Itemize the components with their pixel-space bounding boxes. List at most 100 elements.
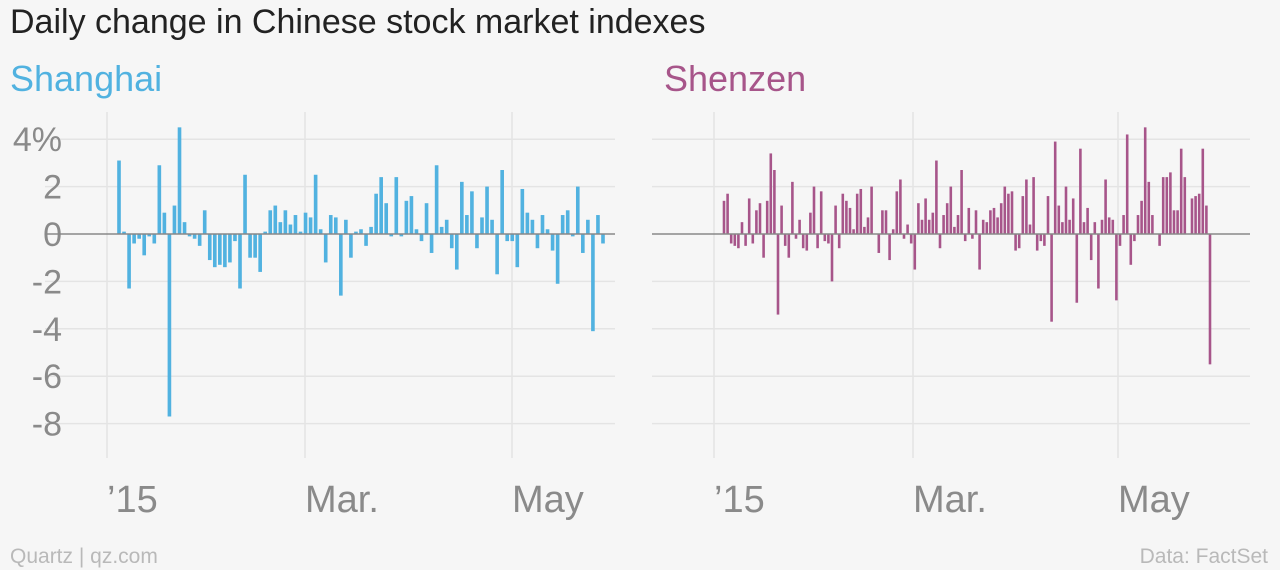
bar xyxy=(349,234,353,258)
bar xyxy=(1208,234,1212,365)
bar xyxy=(1140,200,1143,234)
bar xyxy=(733,234,737,246)
bar xyxy=(586,219,590,234)
bar xyxy=(945,203,949,234)
bar xyxy=(881,210,884,234)
bar xyxy=(273,205,278,234)
bar xyxy=(816,234,819,249)
bar xyxy=(1086,207,1089,234)
bar xyxy=(1007,193,1010,234)
bar xyxy=(823,234,827,242)
bar xyxy=(1118,234,1122,246)
bar xyxy=(132,234,136,244)
bar xyxy=(1194,196,1197,234)
bar xyxy=(212,234,217,268)
bar xyxy=(414,229,419,234)
bar xyxy=(323,234,328,263)
bar xyxy=(318,229,323,234)
bar xyxy=(805,234,809,251)
bar xyxy=(794,234,798,239)
bar xyxy=(877,234,881,253)
bar xyxy=(1082,222,1086,234)
bar xyxy=(737,234,740,249)
bar xyxy=(935,160,938,234)
x-tick-label: ’15 xyxy=(107,479,158,521)
bar xyxy=(1136,215,1140,234)
bar xyxy=(888,234,891,261)
bar xyxy=(834,205,837,234)
bar xyxy=(359,229,363,234)
bar xyxy=(172,205,177,234)
bar xyxy=(801,234,805,249)
bar xyxy=(137,234,141,239)
bar xyxy=(328,215,333,234)
bar xyxy=(1205,205,1208,234)
data-source: Data: FactSet xyxy=(1140,545,1269,568)
shanghai-chart: 4% 2 0 -2 -4 -6 -8 ’15 Mar. May xyxy=(13,112,615,521)
bar xyxy=(394,177,399,234)
bar xyxy=(288,224,293,234)
bar xyxy=(525,212,530,234)
bar xyxy=(460,181,464,234)
bar xyxy=(454,234,459,270)
bar xyxy=(591,234,595,332)
bar xyxy=(956,215,960,234)
bar xyxy=(1100,219,1104,234)
bar xyxy=(780,205,783,234)
bar xyxy=(798,219,801,234)
bar xyxy=(344,219,348,234)
shenzen-chart: ’15 Mar. May xyxy=(652,112,1250,521)
bar xyxy=(228,234,232,263)
bar xyxy=(1111,219,1115,234)
bar xyxy=(949,186,953,234)
bar xyxy=(444,219,449,234)
bar xyxy=(142,234,147,256)
bar xyxy=(776,234,780,315)
bar xyxy=(419,234,424,242)
bar xyxy=(570,234,575,237)
bar xyxy=(515,234,520,268)
bar xyxy=(409,196,414,234)
bar xyxy=(424,203,429,234)
y-tick-label: -6 xyxy=(32,358,62,396)
bar xyxy=(197,234,202,246)
bar xyxy=(758,203,762,234)
bar xyxy=(182,222,187,234)
bar xyxy=(510,234,515,242)
bar xyxy=(729,234,733,244)
bar xyxy=(1183,177,1187,234)
bar xyxy=(550,234,555,251)
bar xyxy=(202,210,207,234)
bar xyxy=(475,234,479,249)
bar xyxy=(293,215,298,234)
bar xyxy=(1151,215,1154,234)
bar xyxy=(248,234,252,258)
bar xyxy=(439,226,444,234)
bar xyxy=(1104,179,1107,234)
bar xyxy=(369,226,373,234)
bar xyxy=(470,191,474,234)
bar xyxy=(333,217,338,234)
bar xyxy=(530,219,535,234)
bar xyxy=(1057,205,1061,234)
bar xyxy=(157,165,162,234)
bar xyxy=(1179,148,1183,234)
bar xyxy=(787,234,791,258)
bar xyxy=(1197,193,1201,234)
bar xyxy=(1071,198,1075,234)
x-tick-label: ’15 xyxy=(714,479,765,521)
bar xyxy=(233,234,237,242)
bar xyxy=(263,231,268,234)
y-tick-label: 0 xyxy=(43,216,62,254)
bar xyxy=(303,212,308,234)
bar xyxy=(122,231,126,234)
y-tick-label: -2 xyxy=(32,263,62,301)
bar xyxy=(1201,148,1205,234)
bar xyxy=(555,234,560,284)
bar xyxy=(1107,217,1111,234)
bar xyxy=(899,179,902,234)
bar xyxy=(812,186,816,234)
bar xyxy=(243,174,247,234)
bar xyxy=(978,234,981,270)
bar xyxy=(1133,234,1136,242)
